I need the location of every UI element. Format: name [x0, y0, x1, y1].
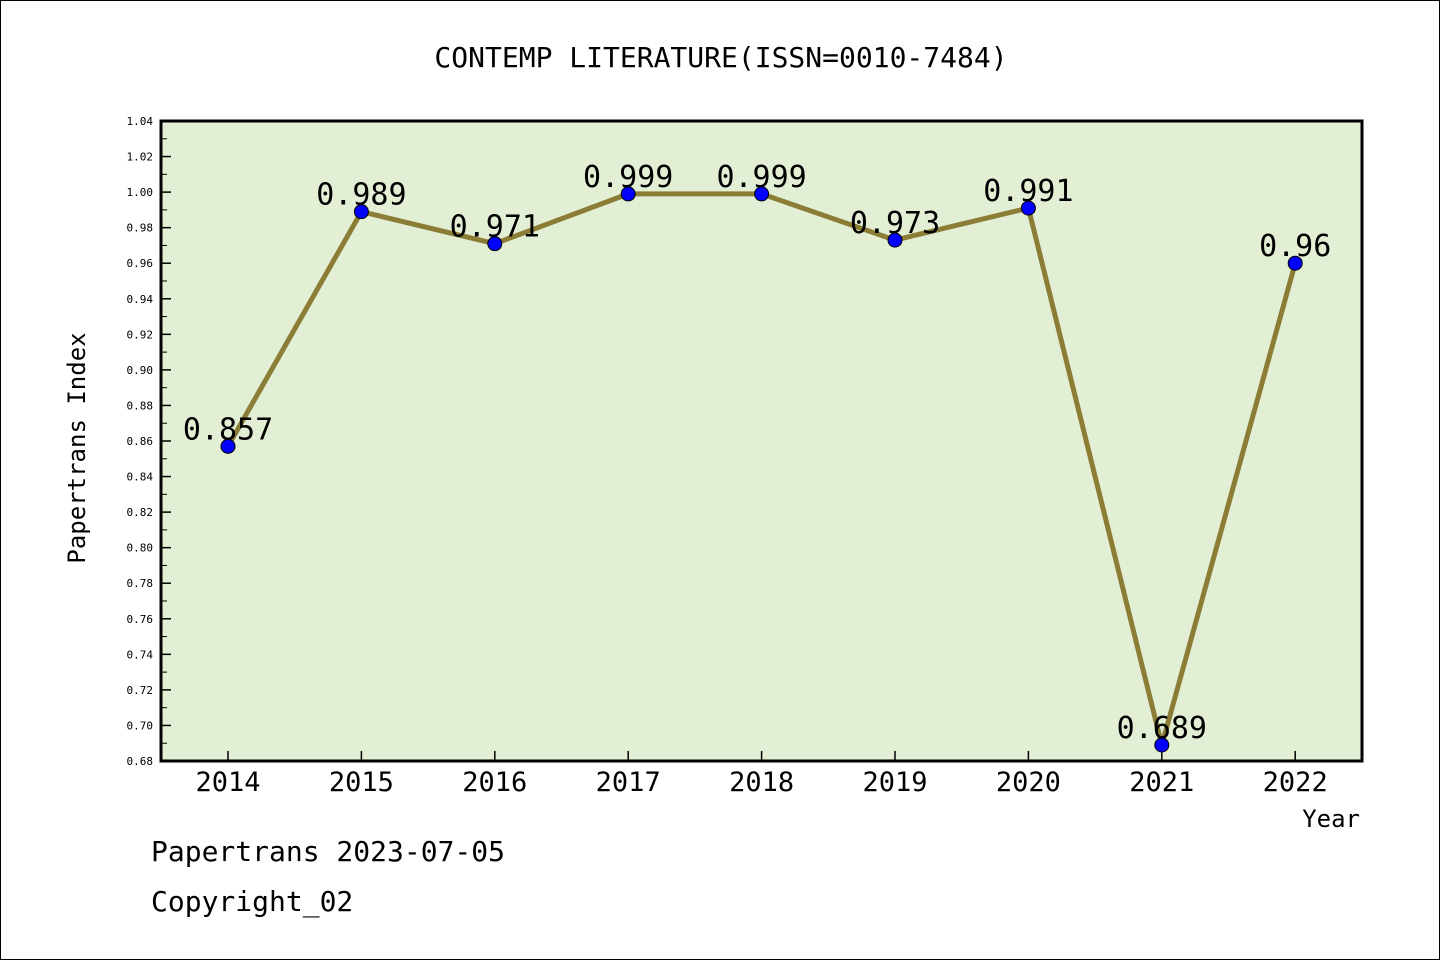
data-label: 0.96 — [1259, 229, 1331, 264]
x-tick-label: 2014 — [195, 767, 260, 798]
data-point — [754, 186, 770, 202]
y-tick-label: 0.70 — [127, 719, 154, 732]
footer-copyright: Copyright_02 — [151, 885, 354, 918]
data-point — [1020, 200, 1036, 216]
y-tick-label: 0.96 — [127, 257, 154, 270]
y-tick-label: 0.82 — [127, 506, 154, 519]
data-point — [1154, 737, 1170, 753]
y-tick-label: 0.68 — [127, 755, 154, 768]
y-tick-label: 1.04 — [127, 115, 154, 128]
data-label: 0.989 — [316, 178, 406, 213]
y-tick-label: 0.80 — [127, 542, 154, 555]
data-label: 0.857 — [183, 412, 273, 447]
y-tick-label: 0.84 — [127, 471, 154, 484]
x-tick-label: 2022 — [1263, 767, 1328, 798]
y-tick-label: 0.92 — [127, 328, 154, 341]
y-tick-label: 0.78 — [127, 577, 154, 590]
y-tick-label: 0.98 — [127, 222, 154, 235]
data-label: 0.971 — [450, 210, 540, 245]
data-markers — [220, 186, 1303, 753]
data-point — [620, 186, 636, 202]
x-tick-label: 2018 — [729, 767, 794, 798]
data-label: 0.991 — [983, 174, 1073, 209]
x-tick-label: 2019 — [862, 767, 927, 798]
x-axis-label: Year — [1302, 805, 1360, 833]
x-axis: 2014 2015 2016 2017 2018 2019 2020 2021 2022 — [195, 751, 1328, 798]
y-tick-label: 0.74 — [127, 648, 154, 661]
x-tick-label: 2020 — [996, 767, 1061, 798]
x-tick-label: 2017 — [596, 767, 661, 798]
data-point — [353, 204, 369, 220]
data-label: 0.689 — [1117, 711, 1207, 746]
data-point — [1287, 255, 1303, 271]
y-tick-label: 0.88 — [127, 399, 154, 412]
y-tick-label: 1.00 — [127, 186, 154, 199]
y-tick-label: 0.76 — [127, 613, 154, 626]
data-point — [887, 232, 903, 248]
chart-title: CONTEMP LITERATURE(ISSN=0010-7484) — [434, 41, 1007, 74]
y-tick-label: 0.72 — [127, 684, 154, 697]
data-label: 0.999 — [716, 160, 806, 195]
data-point — [487, 236, 503, 252]
y-tick-label: 0.90 — [127, 364, 154, 377]
x-tick-label: 2021 — [1129, 767, 1194, 798]
data-label: 0.999 — [583, 160, 673, 195]
y-tick-label: 1.02 — [127, 151, 154, 164]
y-axis-label: Papertrans Index — [63, 332, 91, 563]
y-tick-label: 0.94 — [127, 293, 154, 306]
plot-area — [159, 119, 1364, 763]
data-labels: 0.857 0.989 0.971 0.999 0.999 0.973 0.991 0.689… — [183, 160, 1331, 746]
data-label: 0.973 — [850, 206, 940, 241]
data-point — [220, 438, 236, 454]
y-tick-label: 0.86 — [127, 435, 154, 448]
x-tick-label: 2016 — [462, 767, 527, 798]
footer-date: Papertrans 2023-07-05 — [151, 835, 506, 868]
x-tick-label: 2015 — [329, 767, 394, 798]
y-axis: 0.68 0.70 0.72 0.74 0.76 0.78 0.80 0.82 0.84 0.86… — [127, 115, 171, 768]
